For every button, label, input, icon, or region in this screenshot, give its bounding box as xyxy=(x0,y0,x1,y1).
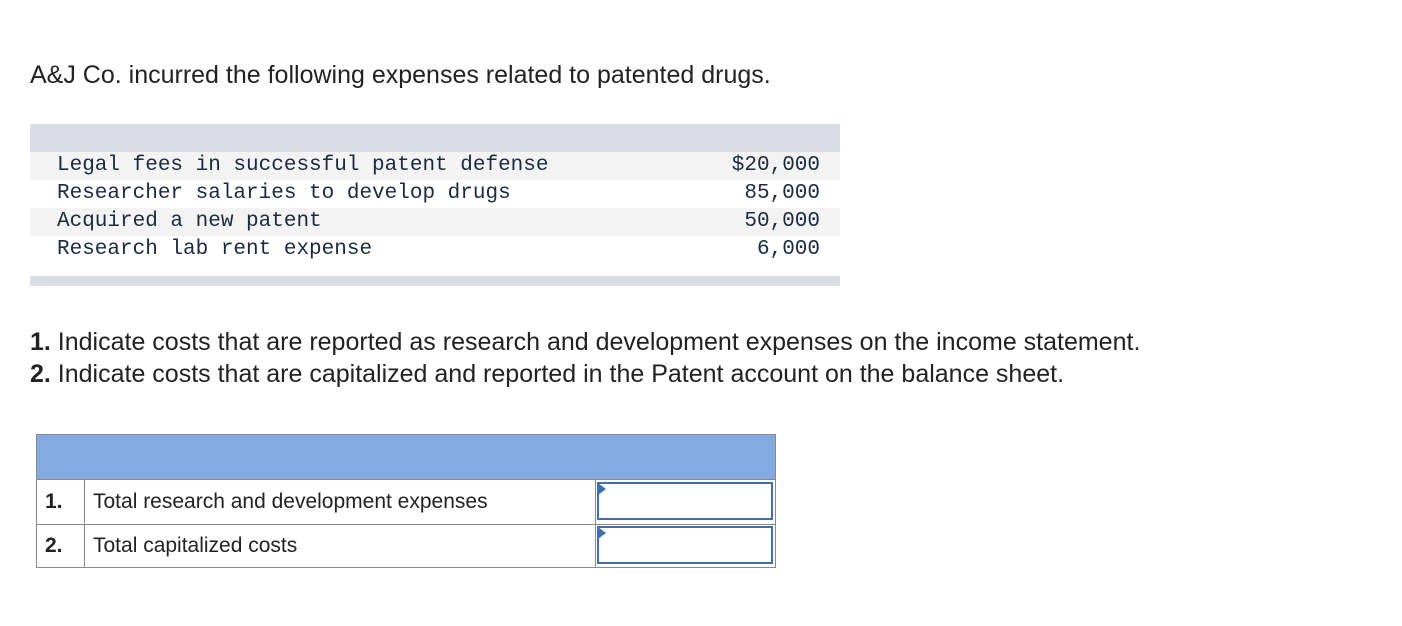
instruction-text: Indicate costs that are reported as rese… xyxy=(50,328,1141,356)
expense-description: Research lab rent expense xyxy=(57,238,373,261)
row-label: Total capitalized costs xyxy=(93,534,298,557)
problem-intro: A&J Co. incurred the following expenses … xyxy=(30,61,771,89)
expense-description: Legal fees in successful patent defense xyxy=(57,154,549,177)
cell-divider xyxy=(595,524,596,568)
table-row: Acquired a new patent 50,000 xyxy=(30,208,840,236)
answer-table: 1. Total research and development expens… xyxy=(36,434,776,568)
row-label: Total research and development expenses xyxy=(93,490,488,513)
cell-divider xyxy=(595,480,596,524)
row-number: 1. xyxy=(37,480,85,524)
instruction-item: 1. Indicate costs that are reported as r… xyxy=(30,326,1140,358)
expense-amount: 6,000 xyxy=(756,238,820,261)
table-row: Legal fees in successful patent defense … xyxy=(30,152,840,180)
answer-row: 1. Total research and development expens… xyxy=(37,480,775,525)
answer-row: 2. Total capitalized costs xyxy=(37,524,775,568)
answer-table-header xyxy=(37,435,775,480)
table-header-band xyxy=(30,124,840,152)
row-number: 2. xyxy=(37,524,85,568)
expense-rows: Legal fees in successful patent defense … xyxy=(30,152,840,264)
table-row: Researcher salaries to develop drugs 85,… xyxy=(30,180,840,208)
rd-expenses-input[interactable] xyxy=(597,482,773,520)
expense-description: Researcher salaries to develop drugs xyxy=(57,182,511,205)
expense-amount: 50,000 xyxy=(744,210,820,233)
instruction-number: 2. xyxy=(30,360,51,388)
expense-amount: $20,000 xyxy=(731,154,820,177)
instructions: 1. Indicate costs that are reported as r… xyxy=(30,326,1140,390)
expense-description: Acquired a new patent xyxy=(57,210,322,233)
table-footer-band xyxy=(30,276,840,286)
expense-table: Legal fees in successful patent defense … xyxy=(30,124,840,286)
table-row: Research lab rent expense 6,000 xyxy=(30,236,840,264)
expense-amount: 85,000 xyxy=(744,182,820,205)
instruction-text: Indicate costs that are capitalized and … xyxy=(50,360,1065,388)
instruction-number: 1. xyxy=(30,328,51,356)
capitalized-costs-input[interactable] xyxy=(597,526,773,564)
instruction-item: 2. Indicate costs that are capitalized a… xyxy=(30,358,1140,390)
